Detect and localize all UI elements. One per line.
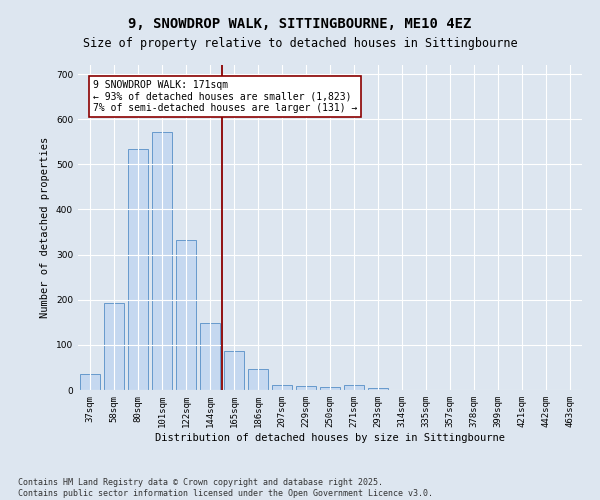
Y-axis label: Number of detached properties: Number of detached properties	[40, 137, 50, 318]
Bar	[200, 323, 220, 390]
Text: 9, SNOWDROP WALK, SITTINGBOURNE, ME10 4EZ: 9, SNOWDROP WALK, SITTINGBOURNE, ME10 4E…	[128, 18, 472, 32]
Text: 9 SNOWDROP WALK: 171sqm
← 93% of detached houses are smaller (1,823)
7% of semi-: 9 SNOWDROP WALK: 171sqm ← 93% of detache…	[93, 80, 358, 113]
Bar	[368, 388, 388, 390]
Bar	[248, 369, 268, 390]
Bar	[128, 150, 148, 390]
Text: Size of property relative to detached houses in Sittingbourne: Size of property relative to detached ho…	[83, 38, 517, 51]
Bar	[104, 303, 124, 390]
Bar	[80, 374, 100, 390]
Bar	[344, 386, 364, 390]
X-axis label: Distribution of detached houses by size in Sittingbourne: Distribution of detached houses by size …	[155, 432, 505, 442]
Bar	[272, 384, 292, 390]
Bar	[320, 388, 340, 390]
Bar	[152, 132, 172, 390]
Bar	[296, 386, 316, 390]
Bar	[176, 240, 196, 390]
Bar	[224, 350, 244, 390]
Text: Contains HM Land Registry data © Crown copyright and database right 2025.
Contai: Contains HM Land Registry data © Crown c…	[18, 478, 433, 498]
